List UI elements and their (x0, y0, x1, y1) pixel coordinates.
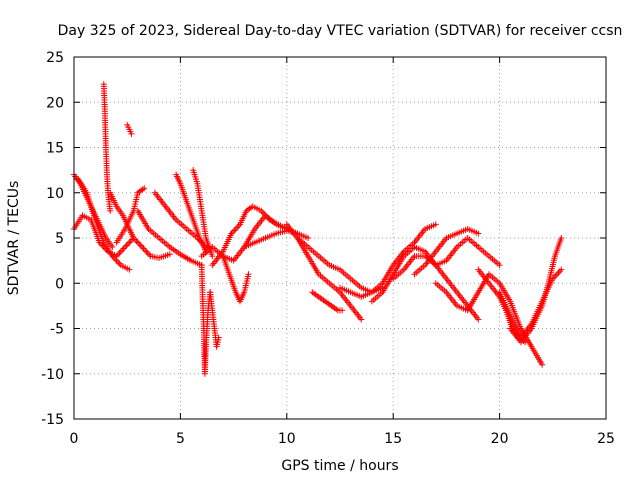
data-point (143, 248, 150, 255)
data-point (110, 254, 117, 261)
y-tick-label: 10 (46, 186, 64, 202)
grid (73, 56, 607, 420)
x-tick-label: 10 (278, 431, 296, 447)
data-point (144, 250, 151, 257)
y-tick-label: 15 (46, 141, 64, 157)
data-point (245, 271, 252, 278)
series-track-r (283, 221, 386, 296)
data-point (126, 239, 133, 246)
x-axis-label: GPS time / hours (281, 458, 398, 474)
series-track-d (100, 81, 114, 214)
series-track-f (124, 121, 135, 137)
axis-ticks (73, 56, 607, 420)
y-tick-label: 25 (46, 50, 64, 66)
data-point (140, 245, 147, 252)
data-point (126, 266, 133, 273)
series-track-t (309, 289, 346, 314)
data-point (123, 242, 130, 249)
data-point (475, 230, 482, 237)
series-track-s (294, 235, 365, 323)
data-point (305, 235, 312, 241)
x-tick-label: 25 (597, 431, 615, 447)
data-point (556, 268, 563, 275)
series-track-m (207, 289, 222, 350)
data-point (107, 207, 114, 214)
y-tick-label: -15 (41, 412, 64, 428)
data-point (202, 244, 209, 251)
data-point (232, 225, 239, 232)
data-point (122, 244, 129, 251)
y-tick-label: 0 (55, 276, 64, 292)
y-tick-label: -5 (50, 322, 64, 338)
data-point (109, 244, 116, 251)
x-tick-label: 15 (384, 431, 402, 447)
y-tick-label: 5 (55, 231, 64, 247)
data-point (112, 256, 119, 263)
data-point (124, 241, 131, 248)
data-point (119, 247, 126, 254)
data-point (137, 242, 144, 249)
data-point (133, 238, 140, 245)
series-track-c (75, 176, 133, 273)
series-track-j (190, 167, 216, 260)
data-point (496, 262, 503, 269)
data-point (475, 316, 482, 323)
series-track-w (390, 235, 503, 282)
x-tick-label: 20 (491, 431, 509, 447)
data-point (339, 307, 346, 314)
series-track-x (411, 225, 482, 278)
data-point (552, 272, 559, 279)
data-point (141, 247, 148, 254)
data-point (117, 248, 124, 255)
series-track-u (337, 221, 439, 300)
data-point (558, 266, 565, 273)
data-point (128, 130, 135, 137)
series-track-p (219, 253, 252, 305)
series-track-ab (496, 266, 565, 341)
y-tick-label: 20 (46, 95, 64, 111)
data-point (259, 209, 266, 216)
chart-title: Day 325 of 2023, Sidereal Day-to-day VTE… (58, 23, 623, 39)
data-point (554, 271, 561, 278)
series-track-q (241, 227, 312, 251)
x-tick-label: 0 (70, 431, 79, 447)
data-point (215, 334, 222, 341)
data-point (358, 316, 365, 323)
data-point (130, 235, 137, 241)
data-point (134, 239, 141, 246)
tick-labels: 0 5 10 15 20 25 25 20 15 10 5 0 -5 -10 -15 (41, 50, 615, 447)
data-point (116, 260, 123, 267)
data-point (139, 244, 146, 251)
data-point (120, 245, 127, 252)
series-track-g (113, 185, 148, 246)
x-tick-label: 5 (176, 431, 185, 447)
y-axis-label: SDTVAR / TECUs (6, 181, 22, 296)
data-point (136, 241, 143, 248)
data-point (432, 221, 439, 228)
data-point (539, 361, 546, 368)
data-point (558, 235, 565, 241)
data-point (261, 210, 268, 217)
y-tick-label: -10 (41, 367, 64, 383)
series-track-v (368, 244, 482, 323)
data-point (234, 224, 241, 231)
data-point (231, 227, 238, 234)
series-track-y (432, 271, 546, 368)
series-track-o (209, 203, 290, 269)
data-point (114, 251, 121, 258)
series-track-k (151, 189, 209, 251)
data-point (113, 257, 120, 264)
data-point (166, 251, 173, 258)
data-point (209, 253, 216, 260)
data-point (114, 259, 121, 266)
data-point (555, 269, 562, 276)
data-point (99, 242, 106, 249)
data-points (71, 81, 565, 377)
data-point (141, 185, 148, 192)
